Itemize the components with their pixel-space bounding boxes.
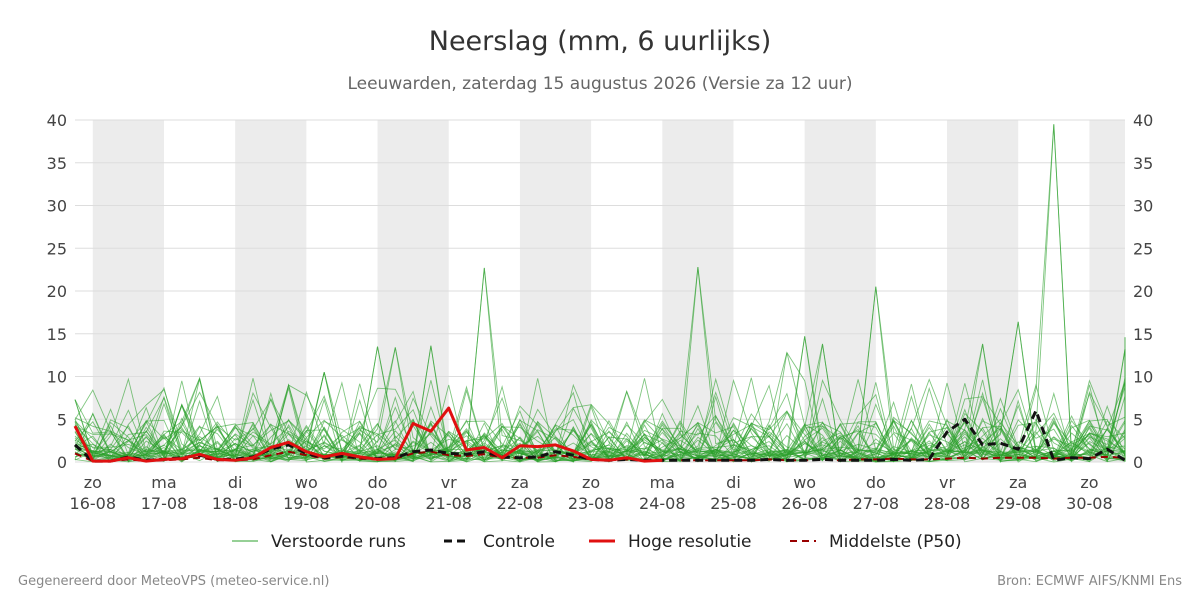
footer-source: Bron: ECMWF AIFS/KNMI Ens xyxy=(997,574,1182,589)
y-tick-label-right: 25 xyxy=(1133,239,1153,258)
y-tick-label-left: 40 xyxy=(47,111,67,130)
ensemble-run-line xyxy=(74,345,1126,463)
x-tick-date: 28-08 xyxy=(924,494,971,513)
y-tick-label-right: 0 xyxy=(1133,453,1143,472)
x-tick-day: za xyxy=(511,473,529,492)
ensemble-run-line xyxy=(74,343,1126,463)
x-axis: zo 16-08 ma 17-08 di 18-08 wo 19-08 do 20-08 vr 21-… xyxy=(70,473,1113,513)
ensemble-run-line xyxy=(74,286,1126,463)
x-tick-day: wo xyxy=(793,473,816,492)
y-tick-label-right: 15 xyxy=(1133,325,1153,344)
ensemble-run-line xyxy=(74,372,1126,462)
x-tick-date: 24-08 xyxy=(639,494,686,513)
x-tick-date: 30-08 xyxy=(1066,494,1113,513)
x-tick-day: zo xyxy=(84,473,102,492)
x-tick-date: 18-08 xyxy=(212,494,259,513)
legend: Verstoorde runs Controle Hoge resolutie … xyxy=(232,532,962,552)
x-tick-day: ma xyxy=(151,473,176,492)
x-tick-date: 29-08 xyxy=(995,494,1042,513)
x-tick-date: 21-08 xyxy=(425,494,472,513)
y-tick-label-left: 30 xyxy=(47,197,67,216)
x-tick-day: za xyxy=(1009,473,1027,492)
y-tick-label-left: 15 xyxy=(47,325,67,344)
y-axis-left: 0 5 10 15 20 25 30 35 40 xyxy=(47,111,67,472)
y-tick-label-left: 5 xyxy=(57,410,67,429)
y-tick-label-left: 0 xyxy=(57,453,67,472)
x-tick-date: 20-08 xyxy=(354,494,401,513)
chart-subtitle: Leeuwarden, zaterdag 15 augustus 2026 (V… xyxy=(347,74,852,94)
legend-label-median: Middelste (P50) xyxy=(829,532,962,552)
ensemble-run-line xyxy=(74,383,1126,463)
x-tick-date: 22-08 xyxy=(497,494,544,513)
x-tick-date: 16-08 xyxy=(70,494,117,513)
x-tick-date: 27-08 xyxy=(853,494,900,513)
x-tick-day: do xyxy=(368,473,388,492)
y-tick-label-right: 5 xyxy=(1133,410,1143,429)
legend-label-ensemble: Verstoorde runs xyxy=(271,532,406,552)
x-tick-day: zo xyxy=(1080,473,1098,492)
x-tick-date: 17-08 xyxy=(141,494,188,513)
x-tick-day: zo xyxy=(582,473,600,492)
x-tick-day: di xyxy=(726,473,741,492)
y-tick-label-right: 20 xyxy=(1133,282,1153,301)
gridlines xyxy=(75,119,1125,463)
x-tick-day: wo xyxy=(295,473,318,492)
ensemble-run-line xyxy=(74,377,1126,463)
y-tick-label-right: 10 xyxy=(1133,368,1153,387)
y-tick-label-left: 35 xyxy=(47,154,67,173)
y-tick-label-right: 35 xyxy=(1133,154,1153,173)
y-tick-label-right: 40 xyxy=(1133,111,1153,130)
x-tick-date: 23-08 xyxy=(568,494,615,513)
legend-label-control: Controle xyxy=(483,532,555,552)
footer-generated-by: Gegenereerd door MeteoVPS (meteo-service… xyxy=(18,574,329,589)
x-tick-day: do xyxy=(866,473,886,492)
x-tick-day: vr xyxy=(441,473,457,492)
legend-label-high-res: Hoge resolutie xyxy=(628,532,752,552)
x-tick-day: ma xyxy=(650,473,675,492)
x-tick-day: vr xyxy=(939,473,955,492)
chart-title: Neerslag (mm, 6 uurlijks) xyxy=(429,26,771,57)
x-tick-date: 25-08 xyxy=(710,494,757,513)
y-tick-label-left: 25 xyxy=(47,239,67,258)
x-tick-date: 19-08 xyxy=(283,494,330,513)
ensemble-run-line xyxy=(74,349,1126,463)
y-tick-label-left: 10 xyxy=(47,368,67,387)
main-series xyxy=(73,406,1126,463)
x-tick-date: 26-08 xyxy=(781,494,828,513)
high-res-series-line xyxy=(73,406,663,463)
x-tick-day: di xyxy=(228,473,243,492)
y-tick-label-left: 20 xyxy=(47,282,67,301)
y-tick-label-right: 30 xyxy=(1133,197,1153,216)
y-axis-right: 0 5 10 15 20 25 30 35 40 xyxy=(1133,111,1153,472)
ensemble-run-line xyxy=(74,347,1126,463)
